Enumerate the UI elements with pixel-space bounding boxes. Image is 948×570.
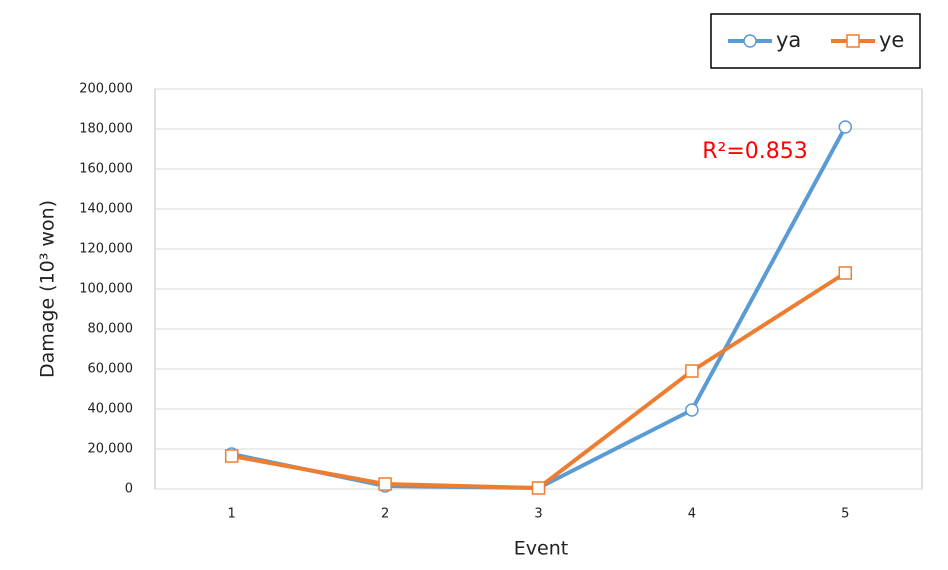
x-tick-label: 5	[841, 507, 849, 522]
y-tick-label: 140,000	[79, 202, 133, 217]
legend-marker	[846, 34, 860, 48]
series-line	[231, 271, 847, 490]
x-tick-label: 1	[228, 507, 236, 522]
data-point	[531, 481, 546, 495]
data-point	[685, 403, 699, 417]
legend-label: ye	[879, 28, 904, 52]
y-tick-label: 80,000	[88, 322, 134, 337]
y-tick-label: 20,000	[88, 442, 134, 457]
y-tick-label: 160,000	[79, 162, 133, 177]
y-tick-label: 100,000	[79, 282, 133, 297]
y-tick-label: 40,000	[88, 402, 134, 417]
y-axis-label: Damage (10³ won)	[37, 200, 59, 378]
x-tick-label: 2	[381, 507, 389, 522]
data-point	[224, 449, 239, 463]
data-point	[378, 477, 392, 491]
x-axis-label: Event	[514, 538, 568, 560]
data-point	[685, 364, 699, 378]
y-tick-label: 60,000	[88, 362, 134, 377]
legend-label: ya	[776, 28, 801, 52]
x-tick-label: 3	[534, 507, 542, 522]
y-tick-label: 180,000	[79, 122, 133, 137]
series-line	[231, 126, 848, 490]
data-point	[838, 266, 853, 280]
annotation: R²=0.853	[702, 139, 808, 164]
y-tick-label: 0	[125, 482, 133, 497]
data-point	[838, 120, 853, 134]
legend-marker	[743, 34, 757, 48]
y-tick-label: 120,000	[79, 242, 133, 257]
y-tick-label: 200,000	[79, 82, 133, 97]
x-tick-label: 4	[688, 507, 696, 522]
